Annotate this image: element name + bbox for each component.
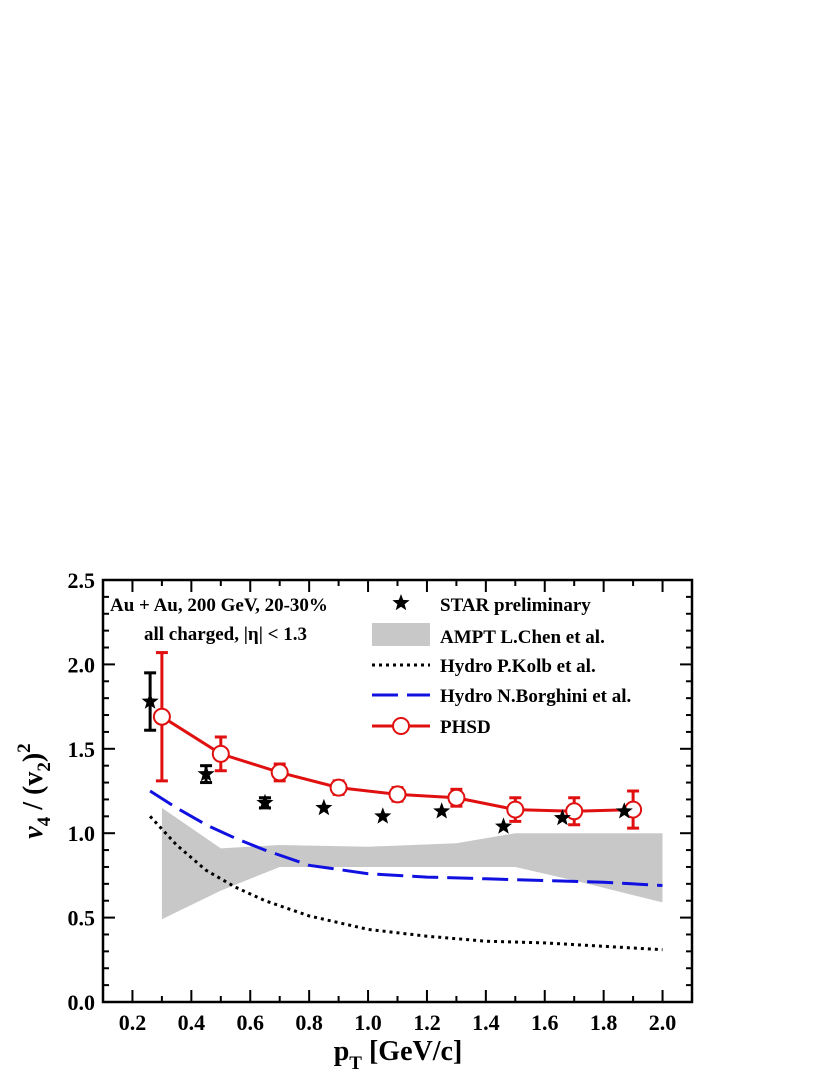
y-tick-label: 2.0 <box>68 652 96 677</box>
hydro-kolb-curve <box>148 815 663 952</box>
x-tick-label: 1.0 <box>354 1010 382 1035</box>
x-tick-label: 0.4 <box>178 1010 206 1035</box>
phsd-point <box>152 707 171 726</box>
star-point <box>315 798 333 816</box>
star-point <box>615 802 633 819</box>
legend-label: PHSD <box>440 717 491 738</box>
y-tick-label: 0.0 <box>68 990 96 1015</box>
phsd-point <box>270 763 289 782</box>
legend-label: STAR preliminary <box>440 595 591 616</box>
axes-layer: 0.2 0.4 0.6 0.8 1.0 1.2 1.4 1.6 1.8 2.0 0.0 0.5 1.0 1… <box>68 568 694 1035</box>
phsd-point <box>506 800 525 819</box>
x-tick-label: 1.2 <box>413 1010 441 1035</box>
x-tick-label: 1.8 <box>590 1010 618 1035</box>
axis-titles: pT [GeV/c] v4 / (v2)2 <box>14 743 462 1074</box>
phsd-point <box>388 785 407 804</box>
phsd-point <box>211 744 230 763</box>
legend-label: AMPT L.Chen et al. <box>440 627 605 648</box>
star-point <box>433 802 451 819</box>
ampt-band <box>161 807 663 920</box>
legend-swatch-phsd-circle <box>392 717 410 735</box>
x-tick-label: 1.6 <box>531 1010 559 1035</box>
y-tick-label: 1.0 <box>68 821 96 846</box>
legend-swatch-ampt <box>372 623 430 646</box>
legend: STAR preliminary AMPT L.Chen et al. Hydro … <box>372 594 631 738</box>
marker-layer <box>141 651 643 834</box>
x-tick-label: 0.8 <box>295 1010 323 1035</box>
info-line-cuts: all charged, |η| < 1.3 <box>144 624 307 645</box>
x-axis-title: pT [GeV/c] <box>334 1036 463 1074</box>
star-point <box>374 807 392 824</box>
x-tick-label: 2.0 <box>649 1010 677 1035</box>
legend-swatch-star <box>392 594 410 611</box>
star-point <box>256 793 274 811</box>
star-point <box>495 817 513 834</box>
star-point <box>141 692 159 709</box>
phsd-point <box>447 788 466 807</box>
y-tick-label: 2.5 <box>68 568 96 593</box>
legend-label: Hydro N.Borghini et al. <box>440 686 631 707</box>
legend-label: Hydro P.Kolb et al. <box>440 656 596 677</box>
y-tick-label: 0.5 <box>68 906 96 931</box>
y-tick-label: 1.5 <box>68 737 96 762</box>
x-tick-label: 0.6 <box>237 1010 265 1035</box>
info-annotation: Au + Au, 200 GeV, 20-30% all charged, |η|… <box>110 595 328 645</box>
y-axis-title: v4 / (v2)2 <box>14 743 55 838</box>
hydro-borghini-curve <box>149 789 663 887</box>
phsd-point <box>329 778 348 797</box>
info-line-system: Au + Au, 200 GeV, 20-30% <box>110 595 328 616</box>
ampt-band-layer <box>161 807 663 920</box>
x-tick-label: 0.2 <box>119 1010 147 1035</box>
star-point <box>553 809 571 826</box>
star-point <box>197 765 215 782</box>
x-tick-label: 1.4 <box>472 1010 500 1035</box>
